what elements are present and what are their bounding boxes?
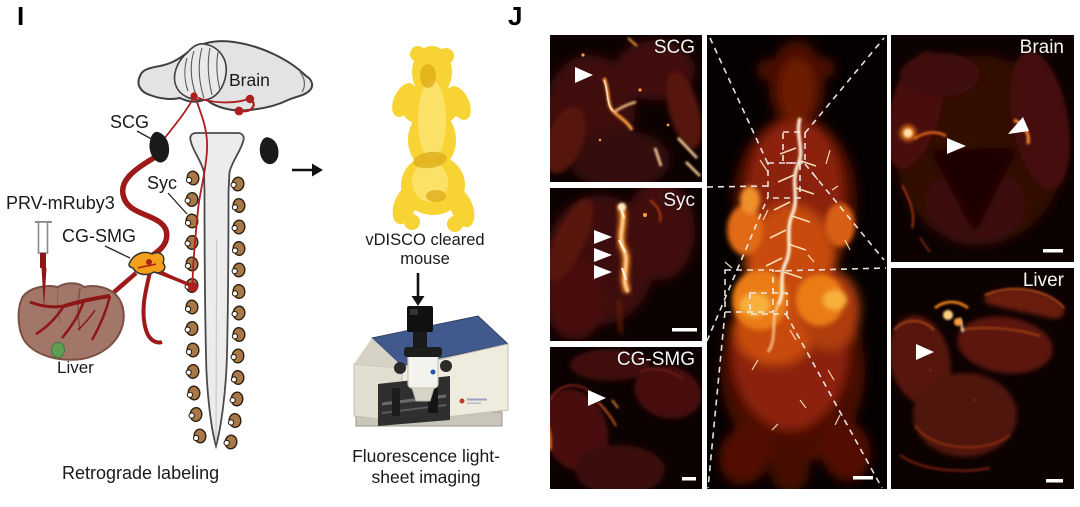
- panel-j-letter: J: [508, 1, 523, 31]
- rib-streaks: [765, 147, 817, 279]
- splanchnic-junction-dot: [188, 282, 198, 292]
- cleared-mouse-caption: vDISCO cleared mouse: [365, 231, 485, 269]
- liver-label: Liver: [57, 358, 94, 377]
- gallbladder-illustration: [51, 342, 65, 358]
- subpanel-whole-body-image: [707, 35, 887, 489]
- scale-bar: [1043, 249, 1063, 253]
- subpanel-label-liver: Liver: [1022, 270, 1064, 291]
- scale-bar: [1046, 479, 1063, 483]
- sympathetic-ganglia-chain-left: [183, 169, 208, 445]
- cleared-mouse-illustration: [392, 46, 475, 232]
- arrowhead-icons: [594, 230, 612, 279]
- arrowhead-icon: [588, 390, 606, 406]
- down-arrow-icon: [411, 273, 425, 306]
- arrowhead-icon: [575, 67, 593, 83]
- scg-ganglion-shape-detached: [259, 137, 279, 165]
- label-leader-lines: [104, 130, 188, 259]
- imaging-caption: Fluorescence light-sheet imaging: [352, 446, 500, 487]
- subpanel-label-scg: SCG: [653, 37, 695, 58]
- cg-smg-label: CG-SMG: [62, 226, 136, 246]
- scale-bar: [853, 476, 873, 480]
- tracer-label: PRV-mRuby3: [6, 193, 115, 213]
- subpanel-label-syc: Syc: [663, 190, 695, 211]
- syc-label: Syc: [147, 173, 178, 193]
- hepatic-vessels: [29, 294, 112, 341]
- liver-illustration: [17, 282, 125, 361]
- subpanel-label-cg-smg: CG-SMG: [616, 349, 695, 370]
- cg-smg-ganglion-shape: [128, 251, 166, 276]
- subpanel-liver-image: [891, 268, 1074, 489]
- spinal-cord-illustration: [189, 132, 245, 450]
- subpanel-brain-image: [891, 35, 1074, 262]
- scg-ganglion-shape: [149, 131, 170, 163]
- right-arrow-icon: [292, 163, 323, 177]
- subpanel-cg-smg-image: [550, 347, 702, 489]
- microscope-logo: [459, 398, 465, 404]
- arrowhead-icons: [947, 117, 1029, 154]
- scale-bar: [672, 328, 697, 332]
- panel-j-image-montage: [550, 35, 1074, 489]
- brain-illustration: [137, 40, 314, 116]
- cerebellum-folia-hatching: [184, 47, 221, 99]
- scg-label: SCG: [110, 112, 150, 132]
- camera-tube: [413, 330, 427, 348]
- subpanel-label-brain: Brain: [1019, 37, 1064, 58]
- panel-i-letter: I: [17, 1, 25, 31]
- arrowhead-icon: [916, 344, 934, 360]
- brain-label: Brain: [229, 70, 270, 90]
- retrograde-labeling-diagram: [17, 40, 510, 451]
- syringe-icon: [35, 221, 52, 308]
- roi-dashed-overlay: [707, 37, 887, 489]
- microscope-illustration: [353, 306, 510, 427]
- subpanel-syc-image: [550, 188, 702, 341]
- subpanel-scg-image: [550, 35, 702, 182]
- scale-bar: [682, 477, 696, 481]
- retrograde-labeling-caption: Retrograde labeling: [62, 463, 220, 483]
